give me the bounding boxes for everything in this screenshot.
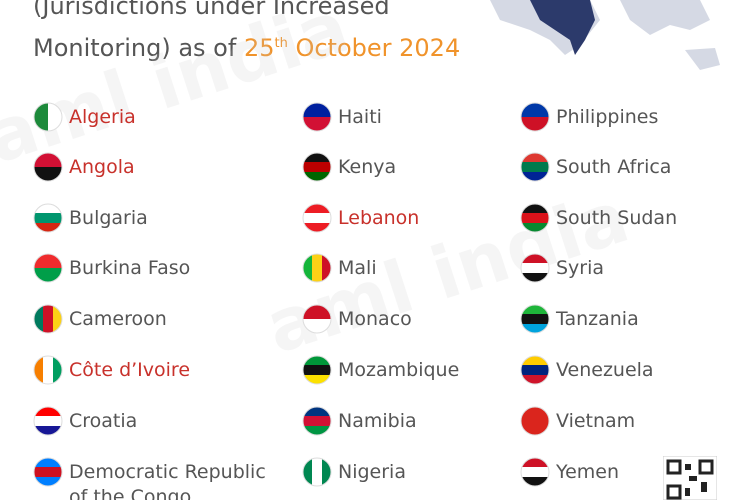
country-name: Croatia bbox=[69, 410, 138, 432]
title-line: Monitoring) as of 25th October 2024 bbox=[33, 34, 460, 62]
flag bbox=[302, 102, 332, 132]
country-name: Nigeria bbox=[338, 461, 406, 483]
country-name: Mozambique bbox=[338, 359, 460, 381]
country-name: Democratic Republic of the Congo bbox=[69, 461, 266, 500]
country-item: Bulgaria bbox=[33, 203, 269, 233]
country-item: Burkina Faso bbox=[33, 253, 269, 283]
flag bbox=[520, 406, 550, 436]
flag bbox=[33, 457, 63, 487]
flag bbox=[302, 203, 332, 233]
country-item: Haiti bbox=[302, 102, 538, 132]
country-item: Mozambique bbox=[302, 355, 538, 385]
country-name: Namibia bbox=[338, 410, 417, 432]
country-name: Yemen bbox=[556, 461, 620, 483]
qr-code bbox=[663, 456, 717, 500]
flag bbox=[302, 457, 332, 487]
country-item: Croatia bbox=[33, 406, 269, 436]
flag bbox=[302, 355, 332, 385]
country-item: Angola bbox=[33, 152, 269, 182]
country-item: Lebanon bbox=[302, 203, 538, 233]
country-item: South Africa bbox=[520, 152, 750, 182]
flag bbox=[520, 457, 550, 487]
country-name: Haiti bbox=[338, 106, 382, 128]
country-name: Venezuela bbox=[556, 359, 654, 381]
date-rest: October 2024 bbox=[287, 34, 461, 62]
country-name: Vietnam bbox=[556, 410, 636, 432]
title-line: (Jurisdictions under Increased bbox=[33, 0, 390, 20]
flag bbox=[33, 355, 63, 385]
country-name: South Africa bbox=[556, 156, 672, 178]
country-item: South Sudan bbox=[520, 203, 750, 233]
country-name: Kenya bbox=[338, 156, 397, 178]
country-item: Philippines bbox=[520, 102, 750, 132]
country-name: Cameroon bbox=[69, 308, 167, 330]
country-name: Côte d’Ivoire bbox=[69, 359, 191, 381]
country-item: Monaco bbox=[302, 304, 538, 334]
country-name: Angola bbox=[69, 156, 135, 178]
flag bbox=[302, 253, 332, 283]
country-name: Lebanon bbox=[338, 207, 420, 229]
country-name: Mali bbox=[338, 257, 377, 279]
flag bbox=[33, 203, 63, 233]
flag bbox=[302, 152, 332, 182]
country-name: Tanzania bbox=[556, 308, 639, 330]
flag bbox=[33, 406, 63, 436]
flag bbox=[302, 406, 332, 436]
country-name: Monaco bbox=[338, 308, 412, 330]
flag bbox=[520, 355, 550, 385]
flag bbox=[520, 102, 550, 132]
flag bbox=[33, 304, 63, 334]
date-suffix: th bbox=[274, 36, 288, 51]
country-name: Philippines bbox=[556, 106, 659, 128]
country-item: Namibia bbox=[302, 406, 538, 436]
flag bbox=[520, 203, 550, 233]
flag bbox=[33, 152, 63, 182]
country-name: Syria bbox=[556, 257, 605, 279]
country-item: Cameroon bbox=[33, 304, 269, 334]
country-item: Kenya bbox=[302, 152, 538, 182]
country-item: Syria bbox=[520, 253, 750, 283]
flag bbox=[302, 304, 332, 334]
country-item: Venezuela bbox=[520, 355, 750, 385]
title-text: Monitoring) as of bbox=[33, 34, 244, 62]
country-item: Democratic Republic of the Congo bbox=[33, 457, 269, 500]
date-day: 25 bbox=[243, 34, 275, 62]
country-name: South Sudan bbox=[556, 207, 678, 229]
country-name: Algeria bbox=[69, 106, 136, 128]
country-name: Bulgaria bbox=[69, 207, 148, 229]
country-item: Tanzania bbox=[520, 304, 750, 334]
country-item: Mali bbox=[302, 253, 538, 283]
country-item: Vietnam bbox=[520, 406, 750, 436]
country-item: Nigeria bbox=[302, 457, 538, 487]
world-map bbox=[490, 0, 720, 70]
country-item: Côte d’Ivoire bbox=[33, 355, 269, 385]
flag bbox=[520, 152, 550, 182]
country-item: Algeria bbox=[33, 102, 269, 132]
flag bbox=[520, 304, 550, 334]
flag bbox=[520, 253, 550, 283]
flag bbox=[33, 102, 63, 132]
flag bbox=[33, 253, 63, 283]
country-item: Yemen bbox=[520, 457, 750, 487]
country-name: Burkina Faso bbox=[69, 257, 191, 279]
